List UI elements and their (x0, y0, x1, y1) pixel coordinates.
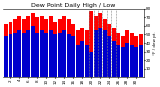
Bar (103, 30, 107, 77)
Bar (107, 24, 111, 77)
Bar (4, 24, 8, 77)
Bar (40, 16, 44, 77)
Bar (94, 30, 98, 77)
Bar (80, 41, 84, 77)
Bar (67, 19, 71, 77)
Bar (40, 30, 44, 77)
Bar (98, 13, 102, 77)
Bar (98, 28, 102, 77)
Bar (125, 30, 129, 77)
Bar (13, 33, 17, 77)
Bar (4, 36, 8, 77)
Bar (62, 16, 66, 77)
Bar (22, 19, 26, 77)
Bar (121, 47, 125, 77)
Bar (44, 33, 48, 77)
Bar (71, 24, 75, 77)
Bar (107, 36, 111, 77)
Bar (71, 36, 75, 77)
Bar (112, 41, 116, 77)
Bar (76, 45, 80, 77)
Bar (58, 19, 62, 77)
Bar (49, 30, 53, 77)
Bar (13, 19, 17, 77)
Bar (26, 16, 30, 77)
Bar (103, 19, 107, 77)
Bar (22, 33, 26, 77)
Bar (85, 45, 89, 77)
Bar (44, 19, 48, 77)
Bar (116, 45, 120, 77)
Bar (89, 11, 93, 77)
Bar (36, 17, 39, 77)
Bar (8, 34, 12, 77)
Bar (116, 33, 120, 77)
Bar (130, 33, 134, 77)
Bar (53, 34, 57, 77)
Bar (139, 34, 143, 77)
Bar (139, 45, 143, 77)
Y-axis label: °F / dew pt.: °F / dew pt. (153, 31, 157, 55)
Bar (53, 22, 57, 77)
Bar (134, 47, 138, 77)
Bar (17, 30, 21, 77)
Bar (112, 28, 116, 77)
Bar (17, 16, 21, 77)
Bar (125, 43, 129, 77)
Bar (85, 30, 89, 77)
Bar (80, 28, 84, 77)
Bar (62, 30, 66, 77)
Bar (49, 16, 53, 77)
Bar (67, 34, 71, 77)
Title: Dew Point Daily High / Low: Dew Point Daily High / Low (31, 3, 116, 8)
Bar (31, 13, 35, 77)
Bar (130, 45, 134, 77)
Bar (8, 22, 12, 77)
Bar (26, 30, 30, 77)
Bar (121, 36, 125, 77)
Bar (94, 16, 98, 77)
Bar (31, 26, 35, 77)
Bar (89, 52, 93, 77)
Bar (76, 30, 80, 77)
Bar (134, 36, 138, 77)
Bar (58, 33, 62, 77)
Bar (36, 33, 39, 77)
